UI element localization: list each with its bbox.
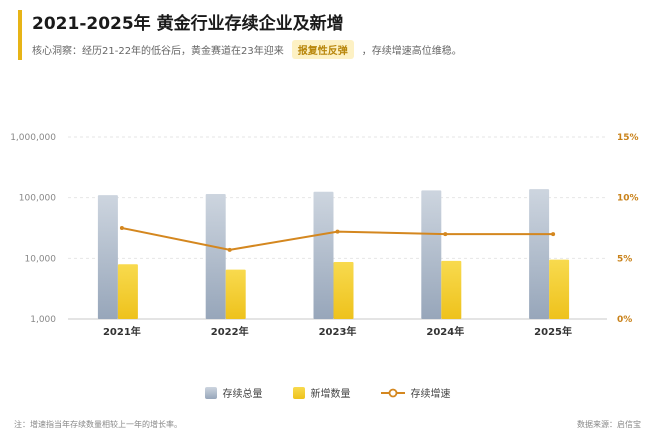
footer-note: 注：增速指当年存续数量相较上一年的增长率。 <box>14 420 182 429</box>
footer-source: 数据来源：启信宝 <box>577 420 641 429</box>
bar-new <box>117 264 138 319</box>
growth-point <box>227 247 232 252</box>
y-right-tick-label: 0% <box>617 315 632 325</box>
bar-total <box>97 195 118 319</box>
x-tick-label: 2022年 <box>211 325 249 338</box>
y-right-tick-label: 15% <box>617 133 639 143</box>
bar-total <box>313 191 334 319</box>
bar-total <box>421 190 442 319</box>
y-right-tick-label: 10% <box>617 194 639 204</box>
x-tick-label: 2024年 <box>426 325 464 338</box>
y-right-tick-label: 5% <box>617 254 632 264</box>
x-tick-label: 2025年 <box>534 325 572 338</box>
x-tick-label: 2021年 <box>103 325 141 338</box>
insight-suffix: ，存续增速高位维稳。 <box>361 46 462 57</box>
legend-swatch-total <box>204 386 217 399</box>
bar-new <box>441 260 462 319</box>
bar-new <box>549 259 570 319</box>
bar-new <box>225 269 246 319</box>
legend-item-growth: 存续增速 <box>380 385 451 400</box>
insight-highlight: 报复性反弹 <box>291 40 354 59</box>
legend-line-icon <box>380 388 405 397</box>
title-accent-bar <box>18 10 22 60</box>
growth-point <box>335 229 340 234</box>
insight-line: 核心洞察：经历21-22年的低谷后，黄金赛道在23年迎来 报复性反弹 ，存续增速… <box>32 40 462 59</box>
growth-point <box>119 226 124 230</box>
chart-legend: 存续总量 新增数量 存续增速 <box>0 385 655 400</box>
legend-item-new: 新增数量 <box>292 385 351 400</box>
legend-item-total: 存续总量 <box>204 385 263 400</box>
growth-point <box>443 232 448 237</box>
insight-prefix: 核心洞察：经历21-22年的低谷后，黄金赛道在23年迎来 <box>32 46 284 57</box>
legend-label-new: 新增数量 <box>310 389 351 400</box>
y-left-tick-label: 1,000,000 <box>10 133 56 143</box>
bar-total <box>205 193 226 319</box>
bar-total <box>529 189 550 319</box>
y-left-tick-label: 1,000 <box>30 315 56 325</box>
x-tick-label: 2023年 <box>319 325 357 338</box>
bar-new <box>333 262 354 319</box>
legend-label-total: 存续总量 <box>222 389 263 400</box>
legend-label-growth: 存续增速 <box>410 389 451 400</box>
y-left-tick-label: 100,000 <box>19 194 56 204</box>
legend-swatch-new <box>292 386 305 399</box>
growth-point <box>551 232 556 237</box>
y-left-tick-label: 10,000 <box>25 254 57 264</box>
chart-title: 2021-2025年 黄金行业存续企业及新增 <box>32 14 344 34</box>
